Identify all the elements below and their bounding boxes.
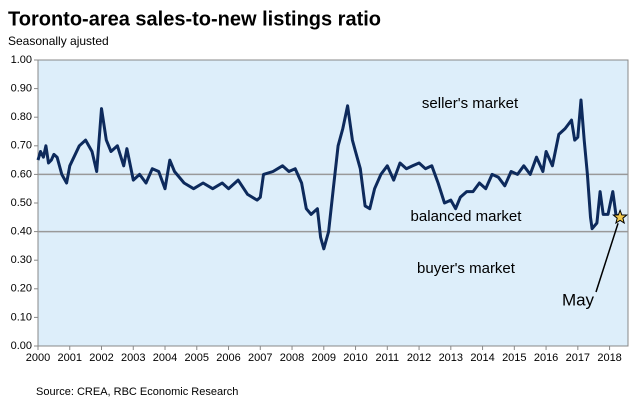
y-tick-label: 0.50 [11, 197, 32, 209]
annotation: buyer's market [417, 260, 516, 277]
x-tick-label: 2004 [153, 352, 177, 364]
x-tick-label: 2016 [534, 352, 558, 364]
x-tick-label: 2008 [280, 352, 304, 364]
arrow [595, 223, 619, 293]
y-tick-label: 0.90 [11, 83, 32, 95]
data-line [36, 98, 621, 251]
x-tick-label: 2009 [312, 352, 336, 364]
x-tick-label: 2005 [185, 352, 209, 364]
x-tick-label: 2003 [121, 352, 145, 364]
x-tick-label: 2001 [58, 352, 82, 364]
x-tick-label: 2011 [375, 352, 399, 364]
x-tick-label: 2010 [343, 352, 367, 364]
x-tick-label: 2006 [216, 352, 240, 364]
y-tick-label: 0.30 [11, 254, 32, 266]
x-tick-label: 2017 [566, 352, 590, 364]
x-tick-label: 2015 [502, 352, 526, 364]
chart-title: Toronto-area sales-to-new listings ratio [8, 8, 381, 30]
y-tick-label: 0.20 [11, 283, 32, 295]
source: Source: CREA, RBC Economic Research [36, 386, 238, 398]
y-tick-label: 0.80 [11, 111, 32, 123]
y-tick-label: 0.00 [11, 340, 32, 352]
y-tick-label: 0.40 [11, 226, 32, 238]
x-tick-label: 2013 [439, 352, 463, 364]
x-tick-label: 2018 [597, 352, 621, 364]
y-tick-label: 1.00 [11, 54, 32, 66]
x-tick-label: 2000 [26, 352, 50, 364]
y-tick-label: 0.60 [11, 168, 32, 180]
x-tick-label: 2014 [470, 352, 494, 364]
chart-subtitle: Seasonally ajusted [8, 34, 109, 48]
star-marker [612, 208, 629, 225]
annotation: seller's market [422, 95, 519, 112]
annotation: balanced market [411, 208, 523, 225]
x-tick-label: 2002 [89, 352, 113, 364]
y-tick-label: 0.70 [11, 140, 32, 152]
annotation: May [562, 290, 595, 309]
x-tick-label: 2012 [407, 352, 431, 364]
y-tick-label: 0.10 [11, 311, 32, 323]
x-tick-label: 2007 [248, 352, 272, 364]
